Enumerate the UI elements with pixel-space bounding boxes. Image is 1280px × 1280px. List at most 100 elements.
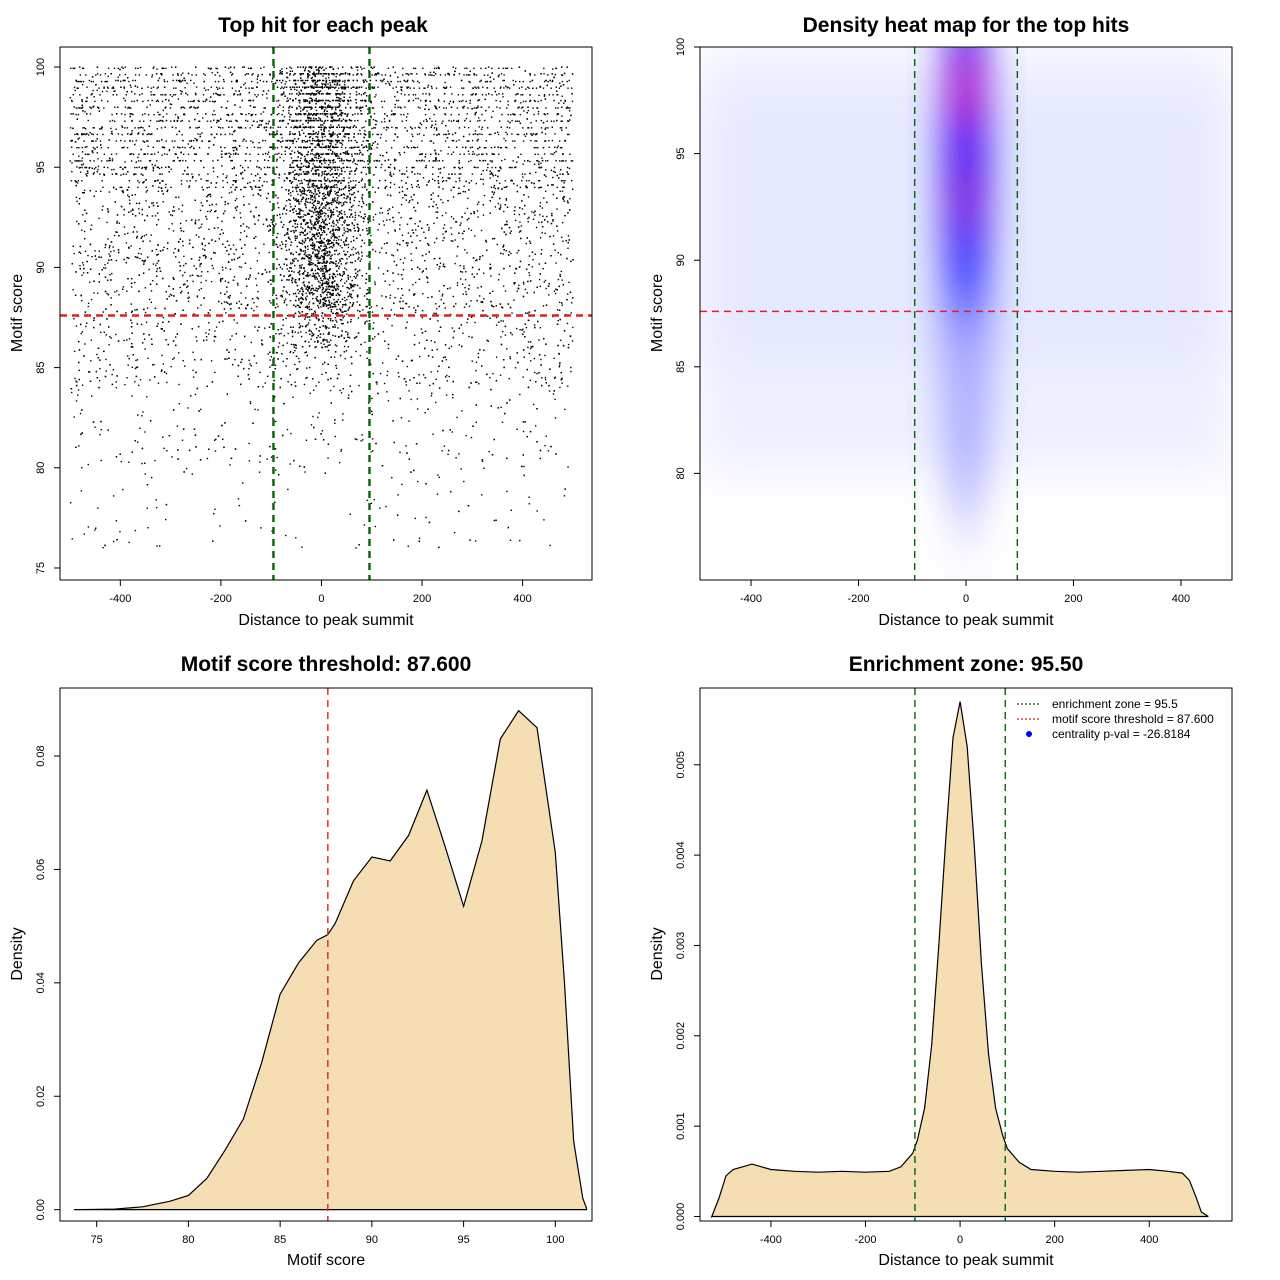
scatter-point	[335, 177, 338, 179]
scatter-point	[517, 226, 520, 228]
scatter-point	[235, 248, 237, 251]
scatter-point	[418, 540, 421, 542]
scatter-point	[221, 424, 223, 427]
scatter-point	[292, 351, 295, 354]
scatter-point	[84, 111, 86, 113]
scatter-point	[240, 225, 242, 227]
scatter-point	[370, 66, 373, 68]
scatter-point	[363, 524, 366, 526]
scatter-point	[346, 286, 348, 289]
scatter-point	[552, 193, 555, 196]
scatter-point	[213, 439, 216, 441]
scatter-point	[82, 163, 85, 165]
scatter-point	[370, 306, 373, 308]
scatter-point	[451, 327, 454, 329]
scatter-point	[162, 316, 165, 319]
scatter-point	[386, 242, 388, 244]
scatter-point	[413, 293, 415, 296]
scatter-point	[111, 169, 113, 171]
scatter-point	[115, 128, 117, 130]
scatter-point	[89, 131, 91, 134]
scatter-point	[229, 338, 231, 341]
scatter-point	[208, 322, 210, 324]
scatter-point	[128, 357, 130, 360]
scatter-point	[507, 86, 509, 88]
scatter-point	[477, 106, 479, 109]
scatter-point	[387, 194, 389, 196]
scatter-point	[371, 86, 373, 88]
scatter-point	[113, 168, 115, 171]
scatter-point	[425, 516, 427, 519]
scatter-point	[444, 356, 446, 358]
scatter-point	[424, 377, 427, 379]
scatter-point	[312, 272, 315, 275]
scatter-point	[569, 209, 571, 211]
scatter-point	[310, 338, 312, 340]
scatter-point	[358, 304, 361, 306]
scatter-point	[90, 224, 93, 226]
scatter-point	[495, 99, 497, 102]
scatter-point	[159, 182, 161, 184]
scatter-point	[465, 434, 467, 437]
scatter-point	[476, 273, 478, 275]
scatter-point	[518, 266, 521, 268]
scatter-point	[120, 186, 123, 189]
scatter-point	[252, 194, 254, 196]
scatter-point	[419, 220, 421, 223]
scatter-point	[408, 201, 410, 204]
scatter-point	[206, 457, 209, 460]
scatter-point	[425, 483, 427, 485]
scatter-point	[364, 99, 367, 102]
scatter-point	[342, 388, 344, 390]
scatter-point	[460, 173, 462, 175]
scatter-point	[174, 153, 177, 155]
scatter-point	[104, 276, 107, 278]
scatter-point	[500, 86, 502, 88]
scatter-point	[455, 303, 457, 305]
scatter-point	[264, 269, 267, 271]
scatter-point	[398, 151, 401, 154]
scatter-point	[381, 163, 383, 166]
scatter-point	[87, 254, 89, 257]
scatter-point	[261, 343, 263, 345]
scatter-point	[260, 113, 262, 115]
scatter-point	[300, 242, 302, 244]
scatter-point	[556, 225, 558, 227]
scatter-point	[491, 72, 493, 74]
scatter-point	[279, 216, 282, 219]
scatter-point	[481, 459, 483, 461]
scatter-point	[318, 165, 321, 167]
scatter-point	[100, 144, 102, 146]
scatter-point	[319, 256, 322, 259]
scatter-point	[267, 375, 269, 378]
scatter-point	[276, 158, 278, 161]
scatter-point	[489, 376, 491, 379]
scatter-point	[443, 285, 445, 287]
scatter-point	[380, 79, 382, 82]
scatter-point	[422, 93, 424, 95]
scatter-point	[93, 292, 95, 294]
scatter-point	[490, 173, 493, 175]
scatter-point	[445, 359, 447, 361]
scatter-point	[110, 337, 112, 339]
scatter-point	[567, 235, 570, 237]
scatter-point	[216, 133, 218, 135]
scatter-point	[551, 184, 553, 186]
scatter-point	[320, 106, 322, 108]
scatter-point	[458, 344, 461, 346]
scatter-point	[257, 386, 260, 388]
scatter-point	[572, 188, 574, 190]
scatter-point	[457, 119, 460, 122]
scatter-point	[248, 99, 250, 102]
scatter-point	[524, 421, 526, 423]
scatter-point	[462, 238, 464, 240]
scatter-point	[306, 376, 308, 379]
scatter-point	[546, 84, 548, 87]
scatter-point	[396, 242, 399, 245]
scatter-point	[529, 240, 531, 242]
scatter-point	[500, 343, 503, 346]
scatter-point	[334, 133, 336, 135]
scatter-point	[512, 79, 514, 82]
scatter-point	[330, 356, 332, 358]
scatter-point	[355, 547, 357, 549]
